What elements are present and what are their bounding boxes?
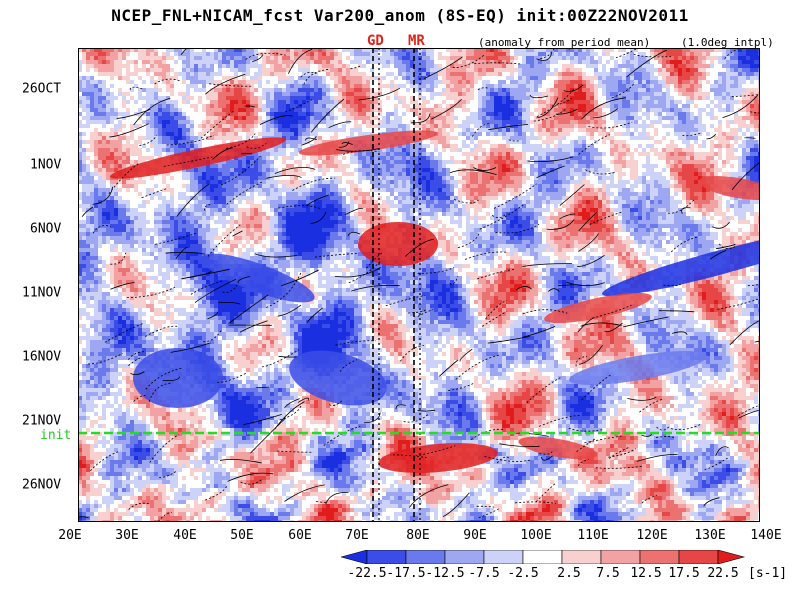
x-tick-label: 110E (577, 528, 608, 543)
x-tick-label: 30E (115, 528, 138, 543)
plot-area (78, 48, 760, 522)
colorbar-swatch (639, 550, 680, 564)
marker-label-mr: MR (408, 33, 425, 49)
colorbar-min-arrow (341, 550, 368, 564)
anomaly-features (109, 130, 760, 473)
y-tick-label: 21NOV (22, 414, 61, 429)
x-tick-label: 40E (173, 528, 196, 543)
x-tick-label: 50E (230, 528, 253, 543)
plot-frame (78, 48, 760, 522)
colorbar-label: -7.5 (468, 566, 499, 581)
y-tick-label: 16NOV (22, 350, 61, 365)
colorbar-swatch (522, 550, 563, 564)
x-tick-label: 70E (345, 528, 368, 543)
colorbar-label: 12.5 (630, 566, 661, 581)
y-tick-label: 11NOV (22, 286, 61, 301)
colorbar-label: -2.5 (507, 566, 538, 581)
x-tick-label: 80E (406, 528, 429, 543)
colorbar-label: 7.5 (596, 566, 619, 581)
colorbar-max-arrow (717, 550, 746, 564)
colorbar-label: 2.5 (557, 566, 580, 581)
colorbar-units: [s-1] (748, 566, 787, 581)
colorbar-label: -22.5 (347, 566, 386, 581)
y-tick-label: 26OCT (22, 82, 61, 97)
x-tick-label: 130E (694, 528, 725, 543)
colorbar-label: -17.5 (386, 566, 425, 581)
y-tick-label: 26NOV (22, 478, 61, 493)
colorbar-swatch (678, 550, 719, 564)
colorbar-swatch (405, 550, 446, 564)
chart-title: NCEP_FNL+NICAM_fcst Var200_anom (8S-EQ) … (0, 6, 800, 25)
interpolation-note: (1.0deg intpl) (681, 36, 774, 49)
x-tick-label: 60E (288, 528, 311, 543)
x-tick-label: 90E (463, 528, 486, 543)
y-tick-label: 1NOV (30, 158, 61, 173)
y-tick-label: 6NOV (30, 222, 61, 237)
colorbar-swatch (366, 550, 407, 564)
init-label: init (40, 428, 71, 443)
anomaly-note: (anomaly from period mean) (478, 36, 650, 49)
marker-label-gd: GD (367, 33, 384, 49)
contour-lines (78, 48, 760, 522)
colorbar-label: 22.5 (707, 566, 738, 581)
colorbar (341, 550, 746, 564)
colorbar-swatch (561, 550, 602, 564)
colorbar-label: -12.5 (425, 566, 464, 581)
x-tick-label: 120E (636, 528, 667, 543)
x-tick-label: 140E (750, 528, 781, 543)
x-tick-label: 20E (58, 528, 81, 543)
colorbar-swatch (483, 550, 524, 564)
colorbar-swatch (444, 550, 485, 564)
colorbar-label: 17.5 (668, 566, 699, 581)
colorbar-swatch (600, 550, 641, 564)
x-tick-label: 100E (520, 528, 551, 543)
